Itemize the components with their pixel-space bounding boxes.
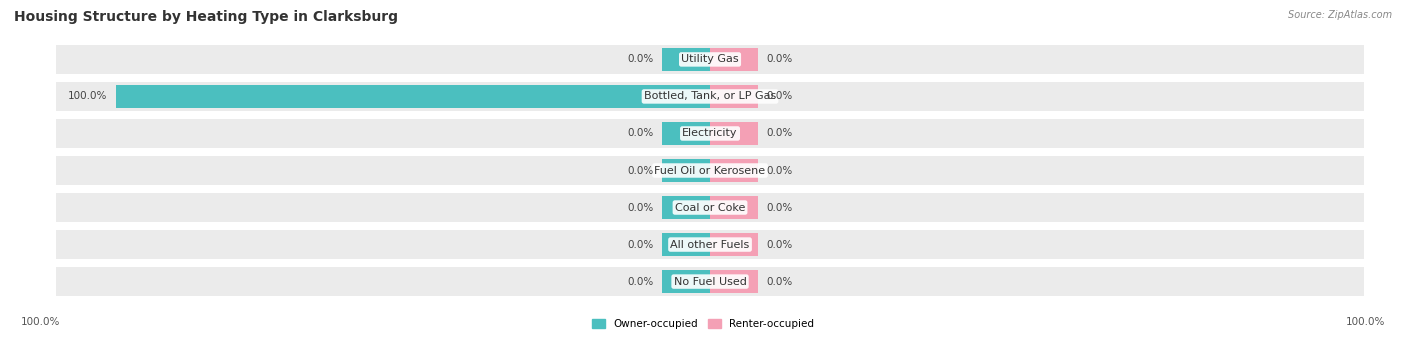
Bar: [710, 196, 758, 219]
Text: Fuel Oil or Kerosene: Fuel Oil or Kerosene: [654, 165, 766, 176]
Text: 0.0%: 0.0%: [627, 129, 654, 138]
Text: 0.0%: 0.0%: [766, 165, 793, 176]
Text: 0.0%: 0.0%: [766, 239, 793, 250]
Text: 100.0%: 100.0%: [67, 91, 107, 102]
Text: Housing Structure by Heating Type in Clarksburg: Housing Structure by Heating Type in Cla…: [14, 10, 398, 24]
Bar: [710, 233, 758, 256]
Bar: [662, 270, 710, 293]
Bar: [662, 233, 710, 256]
Text: 0.0%: 0.0%: [766, 277, 793, 286]
Bar: [662, 122, 710, 145]
Text: 0.0%: 0.0%: [627, 165, 654, 176]
Text: 0.0%: 0.0%: [627, 277, 654, 286]
Text: 0.0%: 0.0%: [766, 203, 793, 212]
Bar: [710, 48, 758, 71]
Bar: [56, 230, 1364, 260]
Bar: [56, 45, 1364, 74]
Text: 100.0%: 100.0%: [21, 317, 60, 327]
Text: Utility Gas: Utility Gas: [682, 55, 738, 64]
Text: 0.0%: 0.0%: [627, 239, 654, 250]
Text: 0.0%: 0.0%: [627, 55, 654, 64]
Text: Electricity: Electricity: [682, 129, 738, 138]
Bar: [710, 159, 758, 182]
Bar: [662, 196, 710, 219]
Bar: [710, 122, 758, 145]
Text: Source: ZipAtlas.com: Source: ZipAtlas.com: [1288, 10, 1392, 20]
Text: 0.0%: 0.0%: [766, 55, 793, 64]
Bar: [56, 193, 1364, 222]
Text: 0.0%: 0.0%: [627, 203, 654, 212]
Text: 100.0%: 100.0%: [1346, 317, 1385, 327]
Bar: [662, 159, 710, 182]
Bar: [56, 156, 1364, 185]
Text: All other Fuels: All other Fuels: [671, 239, 749, 250]
Bar: [662, 48, 710, 71]
Text: 0.0%: 0.0%: [766, 91, 793, 102]
Text: No Fuel Used: No Fuel Used: [673, 277, 747, 286]
Text: Bottled, Tank, or LP Gas: Bottled, Tank, or LP Gas: [644, 91, 776, 102]
Text: 0.0%: 0.0%: [766, 129, 793, 138]
Bar: [56, 81, 1364, 111]
Bar: [56, 267, 1364, 296]
Bar: [115, 85, 710, 108]
Bar: [56, 119, 1364, 148]
Legend: Owner-occupied, Renter-occupied: Owner-occupied, Renter-occupied: [589, 316, 817, 332]
Text: Coal or Coke: Coal or Coke: [675, 203, 745, 212]
Bar: [710, 270, 758, 293]
Bar: [710, 85, 758, 108]
